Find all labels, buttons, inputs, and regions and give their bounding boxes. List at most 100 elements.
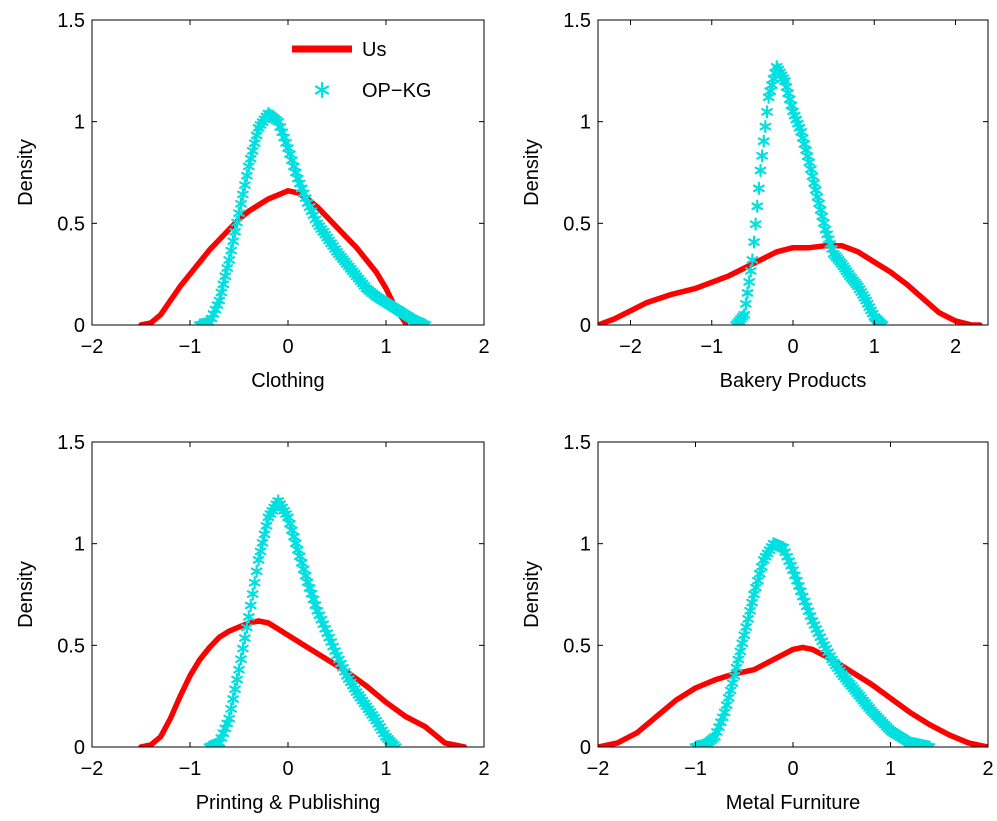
y-tick-label: 0 bbox=[74, 737, 85, 759]
y-tick-label: 0.5 bbox=[563, 213, 591, 235]
data-point bbox=[753, 567, 766, 581]
data-point bbox=[722, 691, 735, 705]
data-point bbox=[740, 620, 753, 634]
axes-frame bbox=[91, 441, 485, 748]
x-tick-label: −2 bbox=[81, 758, 104, 780]
legend-entry-label: Us bbox=[362, 39, 386, 61]
data-point bbox=[231, 215, 243, 230]
data-point bbox=[762, 90, 775, 104]
x-tick-label: −2 bbox=[81, 336, 104, 358]
series-line-us bbox=[598, 644, 988, 747]
data-point bbox=[724, 683, 737, 698]
data-point bbox=[753, 181, 765, 195]
data-point bbox=[746, 596, 758, 610]
data-point bbox=[798, 137, 811, 151]
data-point bbox=[795, 125, 807, 139]
data-point bbox=[728, 669, 741, 683]
data-point bbox=[811, 190, 824, 204]
data-point bbox=[293, 549, 306, 563]
data-point bbox=[227, 692, 239, 706]
data-point bbox=[299, 569, 312, 583]
data-point bbox=[252, 553, 265, 567]
y-tick-label: 0 bbox=[580, 315, 591, 337]
x-axis-label: Printing & Publishing bbox=[196, 792, 381, 814]
data-point bbox=[816, 209, 829, 224]
x-tick-label: 1 bbox=[885, 758, 896, 780]
data-point bbox=[742, 612, 755, 626]
data-point bbox=[225, 702, 238, 716]
data-point bbox=[809, 183, 822, 197]
y-axis-label: Density bbox=[521, 139, 543, 206]
data-point bbox=[260, 519, 273, 533]
data-point bbox=[764, 84, 777, 98]
x-axis-label: Bakery Products bbox=[720, 370, 867, 392]
data-point bbox=[289, 165, 302, 180]
x-axis-label: Clothing bbox=[251, 370, 324, 392]
data-point bbox=[779, 74, 791, 88]
data-point bbox=[748, 235, 760, 249]
data-point bbox=[783, 92, 796, 106]
plot-area bbox=[598, 60, 983, 325]
y-tick-label: 1.5 bbox=[57, 10, 85, 32]
data-point bbox=[755, 560, 768, 574]
data-point bbox=[231, 672, 243, 687]
y-tick-label: 0.5 bbox=[57, 213, 85, 235]
series-markers-op-kg bbox=[730, 60, 889, 325]
data-point bbox=[295, 556, 308, 570]
y-tick-label: 1.5 bbox=[563, 432, 591, 454]
data-point bbox=[244, 598, 257, 613]
data-point bbox=[288, 159, 300, 173]
data-point bbox=[248, 136, 261, 150]
y-tick-label: 1 bbox=[74, 112, 85, 134]
axes-frame bbox=[91, 19, 485, 326]
data-point bbox=[237, 187, 249, 202]
data-point bbox=[738, 308, 751, 322]
data-point bbox=[246, 144, 259, 158]
x-tick-label: 2 bbox=[982, 758, 993, 780]
data-point bbox=[289, 536, 302, 550]
data-point bbox=[225, 243, 238, 258]
axes-frame bbox=[597, 19, 989, 326]
y-axis-label: Density bbox=[15, 561, 37, 628]
plot-area bbox=[598, 537, 988, 747]
x-tick-label: −1 bbox=[700, 336, 723, 358]
x-tick-label: −2 bbox=[587, 758, 610, 780]
data-point bbox=[749, 217, 762, 231]
data-point bbox=[806, 169, 819, 183]
data-point bbox=[750, 580, 762, 595]
data-point bbox=[759, 119, 772, 134]
x-tick-label: 0 bbox=[787, 758, 798, 780]
plot-panel-4: −2 −1 0 1 2 0 0.5 1 1.5 Metal Furniture Density bbox=[521, 432, 994, 814]
series-line-us bbox=[138, 618, 468, 747]
y-tick-label: 1 bbox=[580, 534, 591, 556]
data-point bbox=[284, 517, 296, 531]
data-point bbox=[284, 147, 296, 161]
data-point bbox=[741, 286, 754, 300]
y-tick-label: 0.5 bbox=[57, 635, 85, 657]
series-line-us bbox=[598, 242, 983, 325]
data-point bbox=[801, 149, 814, 163]
series-line-us bbox=[138, 188, 409, 325]
data-point bbox=[751, 199, 764, 213]
data-point bbox=[796, 131, 809, 145]
data-point bbox=[250, 564, 263, 578]
data-point bbox=[736, 636, 749, 650]
data-point bbox=[221, 261, 234, 275]
legend: Us OP−KG bbox=[292, 39, 431, 102]
data-point bbox=[288, 530, 300, 544]
data-point bbox=[223, 711, 236, 726]
data-point bbox=[242, 159, 255, 173]
x-tick-label: 1 bbox=[380, 336, 391, 358]
data-point bbox=[743, 275, 755, 289]
data-point bbox=[282, 141, 294, 155]
data-point bbox=[814, 203, 827, 217]
data-point bbox=[803, 155, 816, 169]
data-point bbox=[223, 253, 236, 267]
data-point bbox=[744, 604, 756, 618]
y-tick-label: 1 bbox=[580, 112, 591, 134]
data-point bbox=[740, 297, 752, 311]
x-tick-label: −2 bbox=[619, 336, 642, 358]
data-point bbox=[757, 134, 770, 148]
series-markers-op-kg bbox=[689, 537, 936, 747]
plot-panel-2: −2 −1 0 1 2 0 0.5 1 1.5 Bakery Products Density bbox=[521, 10, 989, 392]
